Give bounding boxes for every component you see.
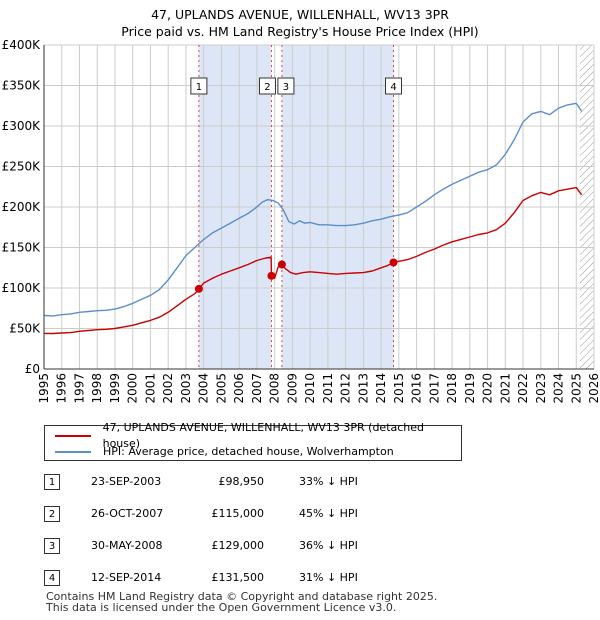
x-tick-label: 2010 — [303, 373, 317, 404]
transaction-date: 23-SEP-2003 — [91, 475, 162, 488]
x-tick-label: 2022 — [516, 373, 530, 404]
transaction-number: 3 — [44, 538, 60, 554]
legend-swatch-hpi — [55, 451, 91, 453]
x-tick-label: 1996 — [55, 373, 69, 404]
y-tick-label: £350K — [2, 79, 42, 93]
y-tick-label: £200K — [2, 200, 42, 214]
x-tick-label: 2013 — [356, 373, 370, 404]
sale-point — [267, 271, 276, 280]
y-tick-label: £300K — [2, 119, 42, 133]
legend-label-price-paid: 47, UPLANDS AVENUE, WILLENHALL, WV13 3PR… — [102, 421, 425, 450]
x-tick-label: 2021 — [498, 373, 512, 404]
x-tick-label: 2012 — [339, 373, 353, 404]
x-tick-label: 2018 — [445, 373, 459, 404]
title-line-2: Price paid vs. HM Land Registry's House … — [121, 24, 479, 39]
table-row: 3 30-MAY-2008 £129,000 36% ↓ HPI — [44, 538, 444, 570]
transaction-label: 4 — [390, 82, 396, 93]
legend-item-hpi: HPI: Average price, detached house, Wolv… — [55, 444, 394, 460]
x-tick-label: 2008 — [268, 373, 282, 404]
footer-attribution: Contains HM Land Registry data © Copyrig… — [46, 591, 437, 613]
y-tick-label: £100K — [2, 281, 42, 295]
x-tick-label: 1995 — [37, 373, 51, 404]
footer-line-1: Contains HM Land Registry data © Copyrig… — [46, 590, 438, 603]
transaction-hpi-diff: 33% ↓ HPI — [299, 475, 358, 488]
x-tick-label: 2011 — [321, 373, 335, 404]
transaction-price: £131,500 — [211, 571, 265, 584]
legend-item-price-paid: 47, UPLANDS AVENUE, WILLENHALL, WV13 3PR… — [55, 421, 461, 450]
transaction-price: £98,950 — [218, 475, 265, 488]
x-tick-label: 2002 — [161, 373, 175, 404]
x-tick-label: 2024 — [552, 373, 566, 404]
transaction-number: 4 — [44, 570, 60, 586]
x-tick-label: 2026 — [587, 373, 600, 404]
title-line-1: 47, UPLANDS AVENUE, WILLENHALL, WV13 3PR — [151, 7, 449, 22]
transaction-label-box — [385, 77, 403, 95]
table-row: 1 23-SEP-2003 £98,950 33% ↓ HPI — [44, 474, 444, 506]
y-tick-label: £250K — [2, 160, 42, 174]
x-tick-label: 2006 — [232, 373, 246, 404]
legend: 47, UPLANDS AVENUE, WILLENHALL, WV13 3PR… — [44, 421, 462, 461]
x-tick-label: 2017 — [427, 373, 441, 404]
x-tick-label: 1999 — [108, 373, 122, 404]
x-tick-label: 2014 — [374, 373, 388, 404]
transaction-price: £115,000 — [211, 507, 265, 520]
sale-point — [194, 284, 203, 293]
legend-swatch-price-paid — [55, 435, 91, 437]
x-tick-label: 2003 — [179, 373, 193, 404]
table-row: 2 26-OCT-2007 £115,000 45% ↓ HPI — [44, 506, 444, 538]
transaction-date: 26-OCT-2007 — [91, 507, 164, 520]
y-tick-label: £0 — [25, 362, 40, 376]
transaction-date: 12-SEP-2014 — [91, 571, 162, 584]
transaction-label: 1 — [196, 82, 202, 93]
y-tick-label: £50K — [9, 322, 41, 336]
x-tick-label: 2020 — [481, 373, 495, 404]
x-tick-label: 1997 — [72, 373, 86, 404]
transaction-label: 2 — [264, 82, 270, 93]
x-tick-label: 1998 — [90, 373, 104, 404]
x-tick-label: 2000 — [126, 373, 140, 404]
transaction-hpi-diff: 31% ↓ HPI — [299, 571, 358, 584]
table-row: 4 12-SEP-2014 £131,500 31% ↓ HPI — [44, 570, 444, 602]
price-paid-line — [43, 186, 583, 335]
y-tick-label: £150K — [2, 241, 42, 255]
sale-point — [277, 260, 286, 269]
transaction-label-box — [258, 77, 276, 95]
chart-title: 47, UPLANDS AVENUE, WILLENHALL, WV13 3PR… — [0, 6, 600, 40]
footer-line-2: This data is licensed under the Open Gov… — [46, 601, 397, 614]
transaction-hpi-diff: 45% ↓ HPI — [299, 507, 358, 520]
x-tick-label: 2009 — [285, 373, 299, 404]
transaction-label-box — [277, 77, 295, 95]
x-tick-label: 2023 — [534, 373, 548, 404]
transaction-date: 30-MAY-2008 — [91, 539, 163, 552]
x-tick-label: 2019 — [463, 373, 477, 404]
x-tick-label: 2001 — [143, 373, 157, 404]
x-tick-label: 2025 — [569, 373, 583, 404]
price-chart: 1 2 3 4 £0 £50K £100K £150K £200K £250K £300K £350… — [2, 38, 600, 404]
transactions-table: 1 23-SEP-2003 £98,950 33% ↓ HPI 2 26-OCT… — [44, 474, 444, 602]
x-tick-label: 2005 — [214, 373, 228, 404]
transaction-hpi-diff: 36% ↓ HPI — [299, 539, 358, 552]
x-tick-label: 2015 — [392, 373, 406, 404]
transaction-number: 2 — [44, 506, 60, 522]
legend-label-hpi: HPI: Average price, detached house, Wolv… — [103, 445, 394, 458]
x-tick-label: 2016 — [410, 373, 424, 404]
transaction-label: 3 — [283, 82, 289, 93]
transaction-number: 1 — [44, 474, 60, 490]
hpi-line — [43, 102, 583, 317]
sale-point — [389, 258, 398, 267]
x-tick-label: 2004 — [197, 373, 211, 404]
y-tick-label: £400K — [2, 38, 42, 52]
x-tick-label: 2007 — [250, 373, 264, 404]
transaction-price: £129,000 — [211, 539, 265, 552]
transaction-label-box — [190, 77, 208, 95]
